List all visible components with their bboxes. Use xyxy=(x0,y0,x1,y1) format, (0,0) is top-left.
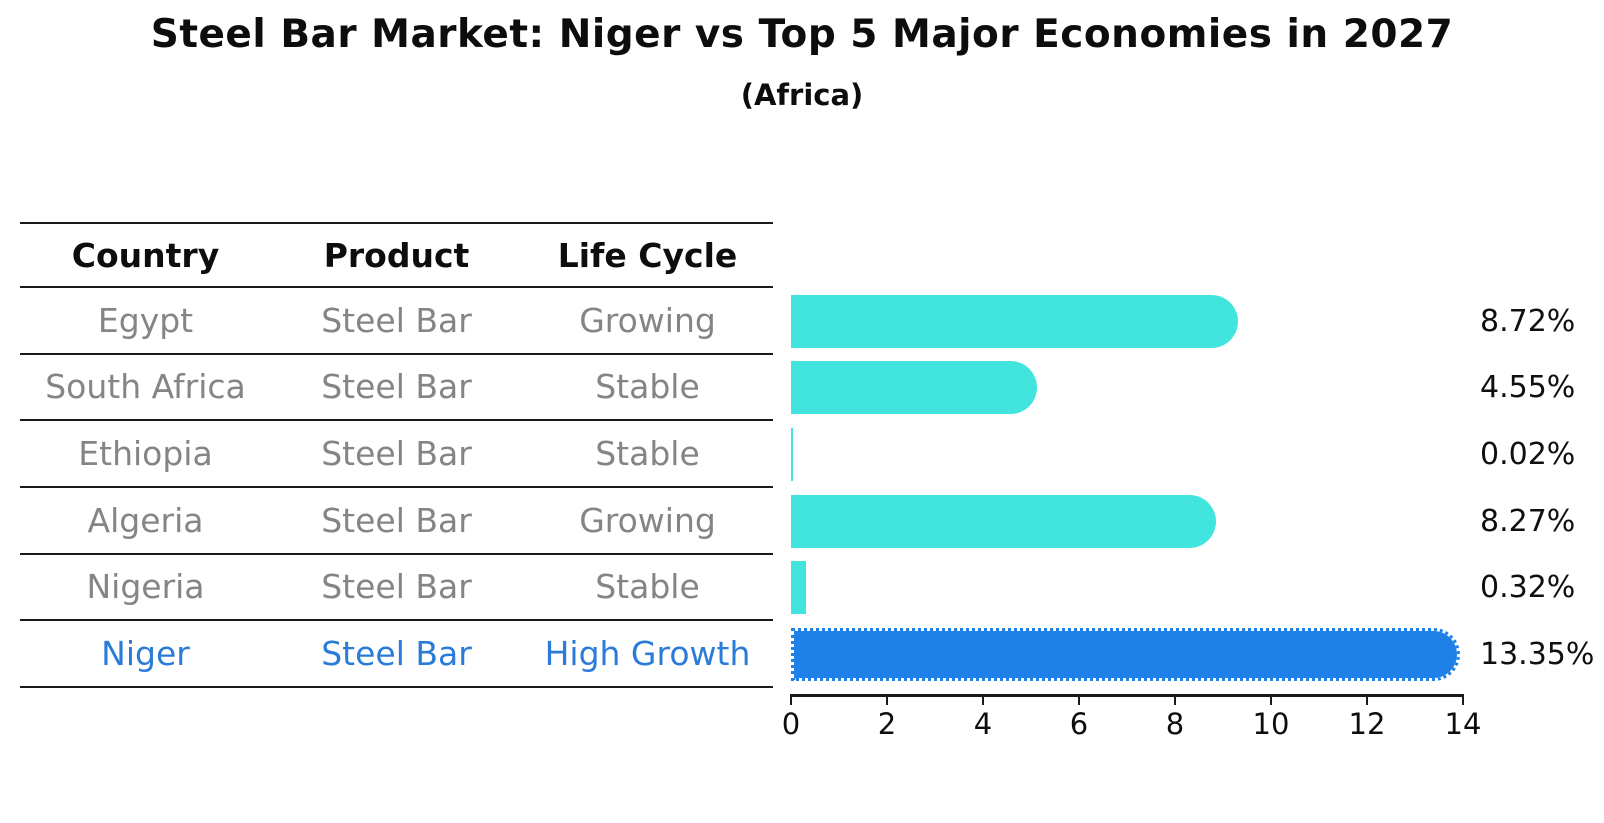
cell-product: Steel Bar xyxy=(321,634,472,674)
value-labels: 8.72% 4.55% 0.02% 8.27% 0.32% 13.35% xyxy=(1480,288,1604,688)
value-label-algeria: 8.27% xyxy=(1480,503,1576,539)
table-row-algeria: Algeria Steel Bar Growing xyxy=(20,488,773,555)
bar-niger xyxy=(791,628,1460,682)
chart-title: Steel Bar Market: Niger vs Top 5 Major E… xyxy=(150,12,1454,57)
cell-life-cycle: Stable xyxy=(595,567,700,607)
header-product: Product xyxy=(323,235,470,275)
x-tick-label: 12 xyxy=(1348,707,1386,741)
country-table: Country Product Life Cycle Egypt Steel B… xyxy=(20,222,773,688)
bar-ethiopia xyxy=(791,428,793,482)
bar-row-algeria xyxy=(791,488,1463,555)
cell-life-cycle: High Growth xyxy=(544,634,751,674)
table-row-ethiopia: Ethiopia Steel Bar Stable xyxy=(20,421,773,488)
table-row-south-africa: South Africa Steel Bar Stable xyxy=(20,355,773,422)
bar-algeria xyxy=(791,494,1216,548)
table-row-niger: Niger Steel Bar High Growth xyxy=(20,621,773,688)
cell-product: Steel Bar xyxy=(321,300,472,340)
cell-country: Algeria xyxy=(87,500,204,540)
value-label-ethiopia: 0.02% xyxy=(1480,437,1576,473)
x-tick xyxy=(885,696,889,705)
value-label-niger: 13.35% xyxy=(1480,637,1595,673)
cell-country: Egypt xyxy=(97,300,194,340)
bar-row-egypt xyxy=(791,288,1463,355)
table-header-row: Country Product Life Cycle xyxy=(20,222,773,288)
x-tick xyxy=(789,696,793,705)
bar-egypt xyxy=(791,294,1238,348)
bar-row-nigeria xyxy=(791,555,1463,622)
bar-row-niger xyxy=(791,621,1463,688)
bar-nigeria xyxy=(791,561,807,615)
cell-country: Niger xyxy=(101,634,190,674)
x-tick-label: 4 xyxy=(973,707,993,741)
x-tick xyxy=(1173,696,1177,705)
bar-row-south-africa xyxy=(791,355,1463,422)
cell-product: Steel Bar xyxy=(321,567,472,607)
cell-life-cycle: Growing xyxy=(579,500,716,540)
x-tick-label: 2 xyxy=(877,707,897,741)
header-country: Country xyxy=(71,235,220,275)
cell-country: South Africa xyxy=(45,367,246,407)
cell-life-cycle: Stable xyxy=(595,434,700,474)
chart-subtitle: (Africa) xyxy=(740,78,864,112)
cell-product: Steel Bar xyxy=(321,500,472,540)
x-tick xyxy=(1269,696,1273,705)
x-axis-line xyxy=(790,694,1464,697)
cell-country: Nigeria xyxy=(86,567,205,607)
cell-product: Steel Bar xyxy=(321,434,472,474)
x-tick-label: 0 xyxy=(781,707,801,741)
cell-country: Ethiopia xyxy=(78,434,213,474)
value-label-south-africa: 4.55% xyxy=(1480,370,1576,406)
value-label-nigeria: 0.32% xyxy=(1480,570,1576,606)
x-tick-label: 8 xyxy=(1165,707,1185,741)
x-tick xyxy=(1461,696,1465,705)
cell-life-cycle: Growing xyxy=(579,300,716,340)
x-tick-label: 10 xyxy=(1252,707,1290,741)
bar-row-ethiopia xyxy=(791,421,1463,488)
table-row-egypt: Egypt Steel Bar Growing xyxy=(20,288,773,355)
header-life-cycle: Life Cycle xyxy=(557,235,738,275)
value-label-egypt: 8.72% xyxy=(1480,303,1576,339)
x-tick xyxy=(981,696,985,705)
bar-plot-area xyxy=(791,288,1463,688)
x-axis: 0 2 4 6 8 10 12 14 xyxy=(782,694,1481,754)
cell-life-cycle: Stable xyxy=(595,367,700,407)
x-tick xyxy=(1365,696,1369,705)
bar-south-africa xyxy=(791,361,1038,415)
cell-product: Steel Bar xyxy=(321,367,472,407)
x-tick-label: 6 xyxy=(1069,707,1089,741)
x-tick-label: 14 xyxy=(1444,707,1482,741)
table-row-nigeria: Nigeria Steel Bar Stable xyxy=(20,555,773,622)
x-tick xyxy=(1077,696,1081,705)
